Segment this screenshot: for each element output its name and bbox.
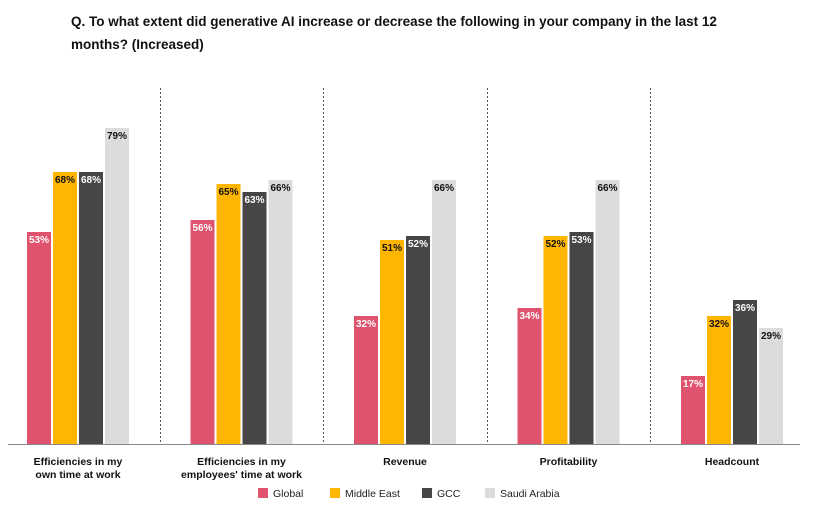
data-label: 32%	[356, 319, 376, 330]
data-label: 29%	[761, 331, 781, 342]
bar-middle-east	[707, 316, 731, 444]
legend-swatch-saudi-arabia	[485, 488, 495, 498]
bar-saudi-arabia	[595, 180, 620, 444]
data-label: 17%	[683, 379, 703, 390]
bar-gcc	[79, 172, 103, 444]
data-label: 52%	[545, 239, 565, 250]
bar-middle-east	[543, 236, 568, 444]
bar-gcc	[569, 232, 594, 444]
category-label: Revenue	[383, 456, 427, 468]
bar-global	[190, 220, 215, 444]
data-label: 68%	[81, 175, 101, 186]
data-label: 65%	[218, 187, 238, 198]
bar-gcc	[733, 300, 757, 444]
bar-saudi-arabia	[759, 328, 783, 444]
data-label: 53%	[571, 235, 591, 246]
bar-middle-east	[216, 184, 241, 444]
bars: 53% 68% 68% 79% 56% 65% 63% 66% 32% 51% 52% 66% 34% 5…	[27, 128, 783, 444]
bar-global	[517, 308, 542, 444]
bar-middle-east	[380, 240, 404, 444]
category-label: Headcount	[705, 456, 760, 468]
bar-saudi-arabia	[105, 128, 129, 444]
category-labels: Efficiencies in my own time at work Effici…	[34, 456, 760, 481]
data-label: 63%	[244, 195, 264, 206]
data-label: 51%	[382, 243, 402, 254]
legend-label-middle-east: Middle East	[345, 488, 400, 500]
data-label: 68%	[55, 175, 75, 186]
legend: Global Middle East GCC Saudi Arabia	[258, 488, 560, 500]
data-label: 79%	[107, 131, 127, 142]
bar-gcc	[242, 192, 267, 444]
data-label: 32%	[709, 319, 729, 330]
legend-label-gcc: GCC	[437, 488, 461, 500]
bar-global	[681, 376, 705, 444]
bar-middle-east	[53, 172, 77, 444]
data-label: 52%	[408, 239, 428, 250]
data-label: 66%	[597, 183, 617, 194]
category-label: Efficiencies in my employees' time at wor…	[181, 456, 302, 481]
chart-title: Q. To what extent did generative AI incr…	[71, 14, 717, 52]
legend-label-saudi-arabia: Saudi Arabia	[500, 488, 560, 500]
legend-swatch-gcc	[422, 488, 432, 498]
legend-swatch-middle-east	[330, 488, 340, 498]
group-separators	[160, 88, 651, 444]
bar-gcc	[406, 236, 430, 444]
bar-saudi-arabia	[432, 180, 456, 444]
data-label: 34%	[519, 311, 539, 322]
data-label: 66%	[270, 183, 290, 194]
bar-global	[27, 232, 51, 444]
bar-saudi-arabia	[268, 180, 293, 444]
legend-swatch-global	[258, 488, 268, 498]
data-label: 36%	[735, 303, 755, 314]
data-label: 53%	[29, 235, 49, 246]
bar-global	[354, 316, 378, 444]
legend-label-global: Global	[273, 488, 303, 500]
category-label: Profitability	[540, 456, 598, 468]
data-label: 66%	[434, 183, 454, 194]
category-label: Efficiencies in my own time at work	[34, 456, 123, 481]
data-label: 56%	[192, 223, 212, 234]
